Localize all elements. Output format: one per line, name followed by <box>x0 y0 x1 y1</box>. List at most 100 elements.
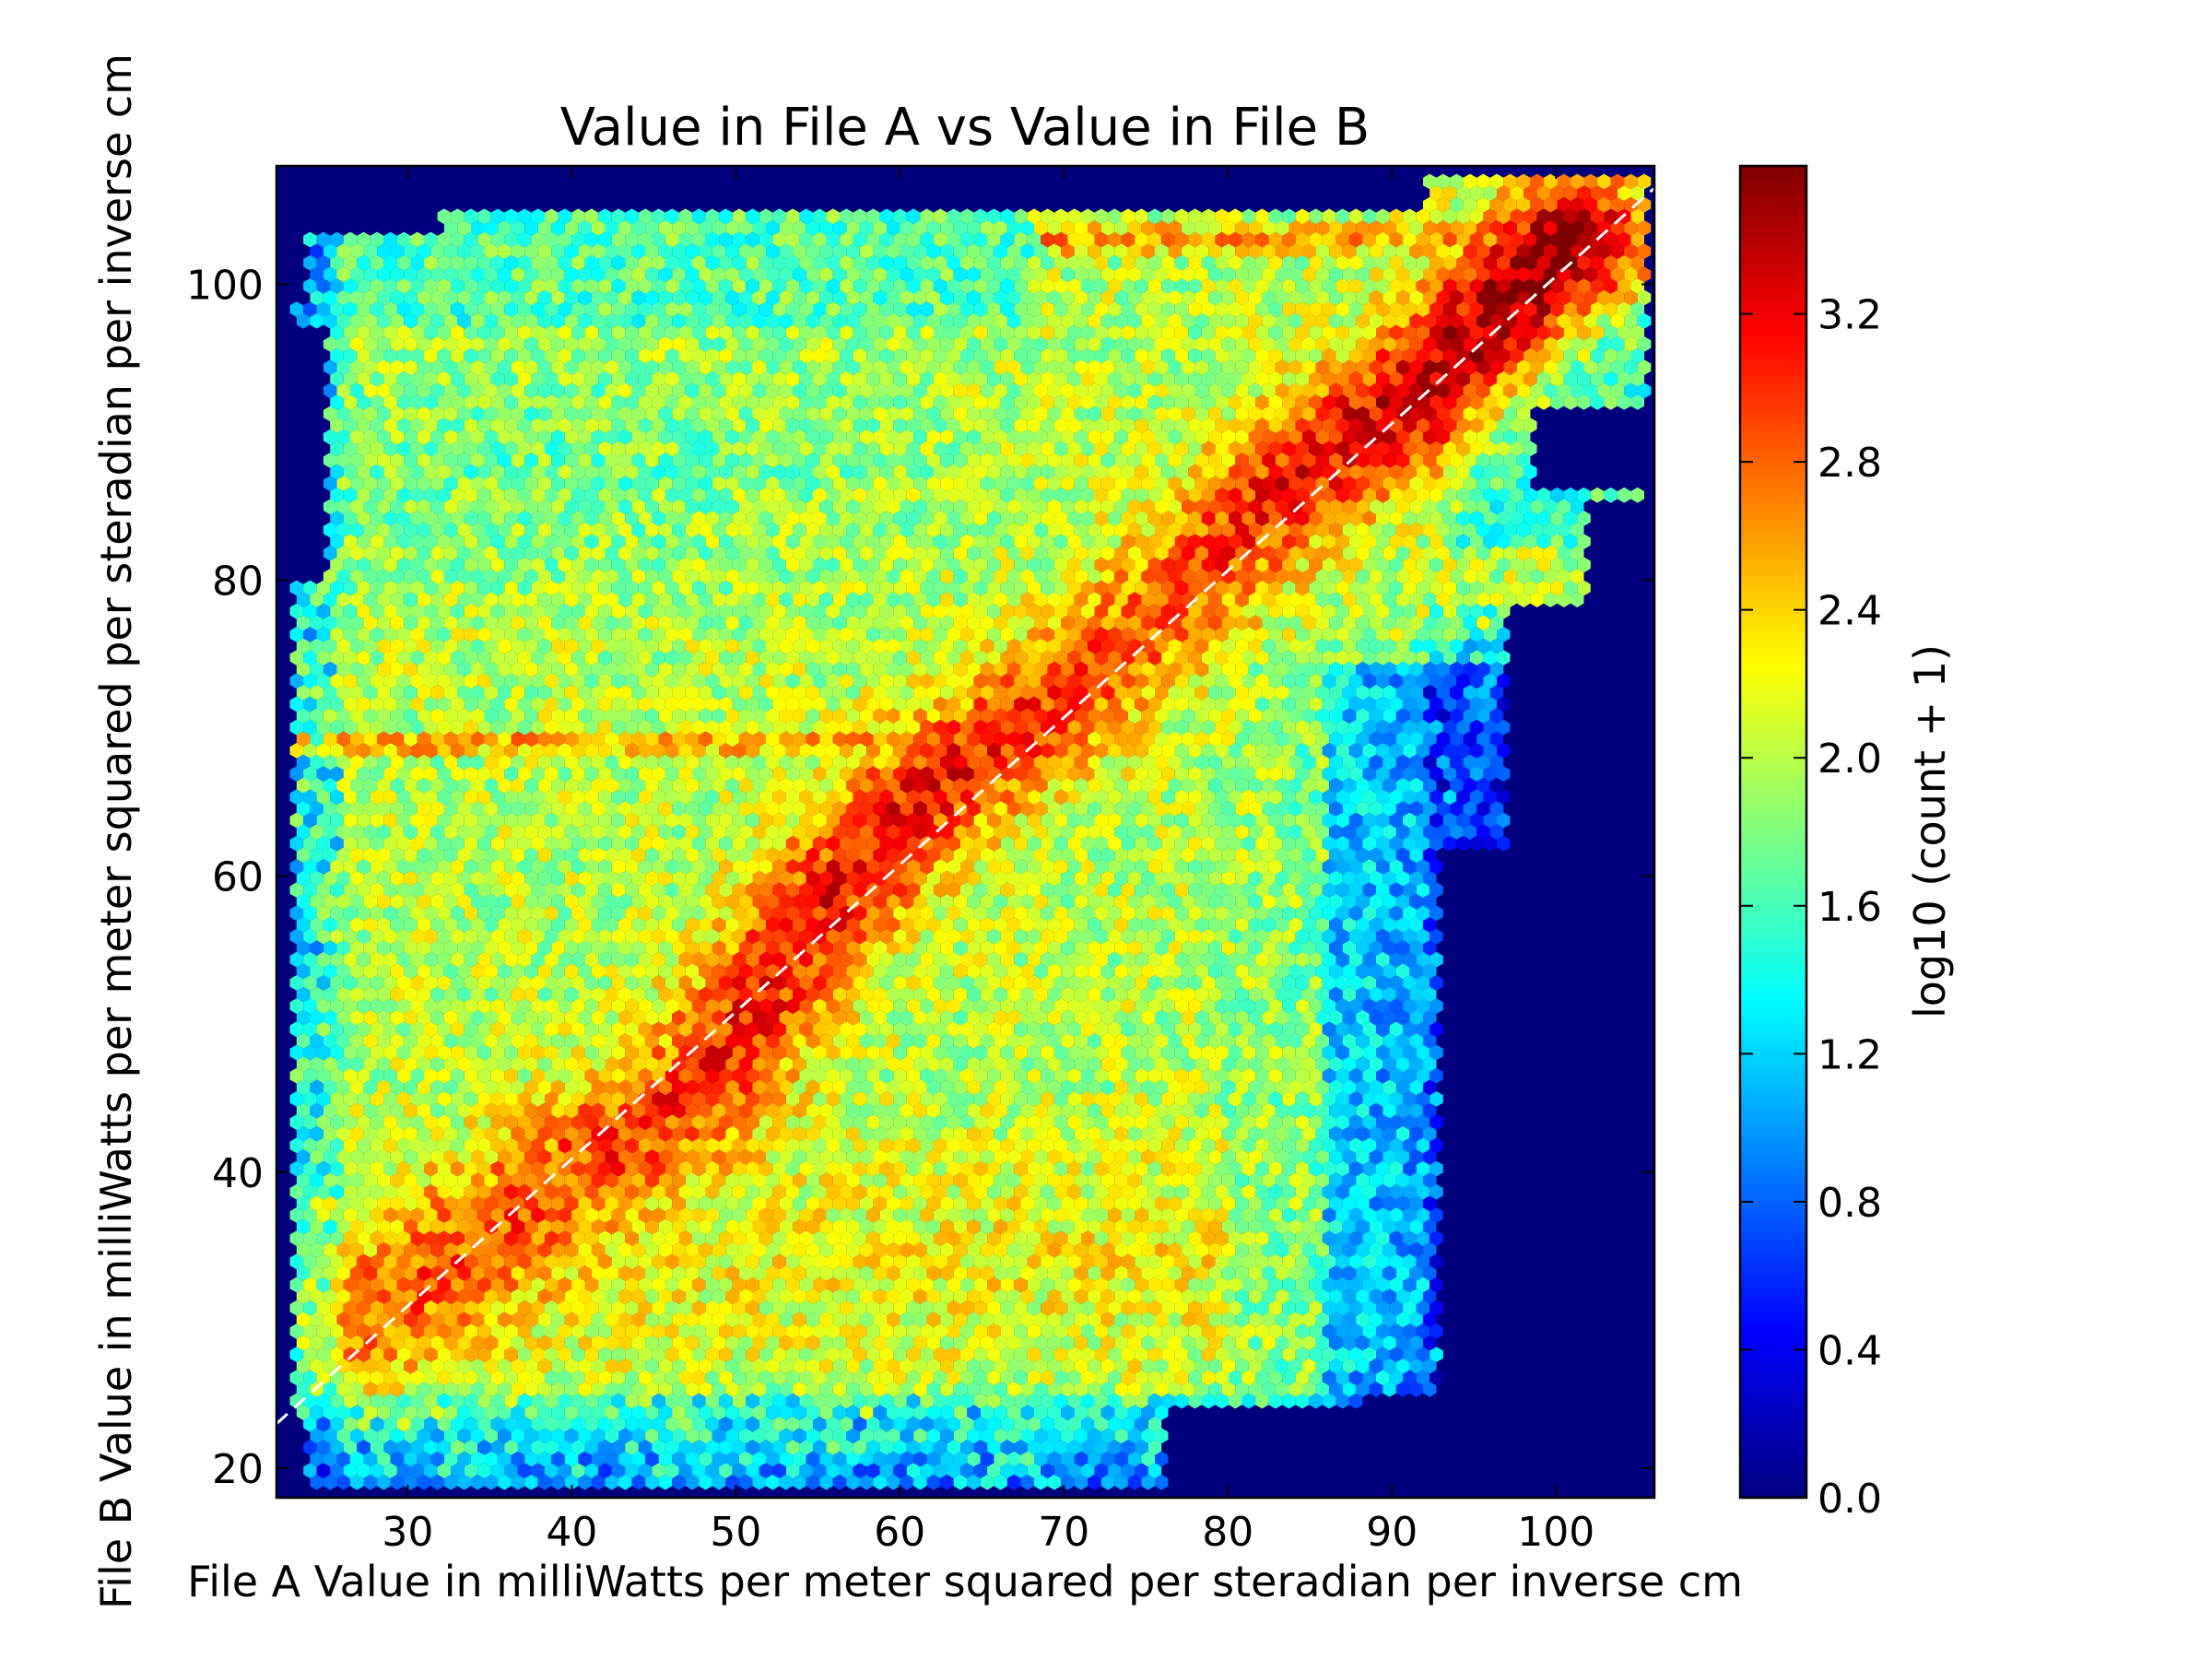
hex-cell <box>631 1288 646 1304</box>
hex-cell <box>511 1265 525 1281</box>
hex-cell <box>738 1474 753 1490</box>
hex-cell <box>873 1312 887 1328</box>
hex-cell <box>953 1241 968 1258</box>
hex-cell <box>404 1451 418 1467</box>
hex-cell <box>1188 1347 1202 1362</box>
hex-cell <box>1141 1405 1155 1420</box>
hex-cell <box>1348 1347 1363 1362</box>
hex-cell <box>1100 1358 1115 1374</box>
hex-cell <box>1081 1347 1095 1362</box>
hex-cell <box>1108 1230 1122 1246</box>
hex-cell <box>873 1241 887 1258</box>
hex-cell <box>819 1195 833 1212</box>
hex-cell <box>517 1253 532 1270</box>
hex-cell <box>504 1300 518 1316</box>
hex-cell <box>832 1312 847 1328</box>
hex-cell <box>638 1253 653 1270</box>
hex-cell <box>1376 1253 1390 1270</box>
hex-cell <box>719 1463 733 1478</box>
hex-cell <box>1302 1382 1316 1397</box>
hex-cell <box>819 1218 833 1235</box>
hex-cell <box>370 1393 384 1409</box>
hex-cell <box>759 1183 773 1200</box>
hex-cell <box>658 1451 673 1467</box>
hex-cell <box>799 1277 813 1293</box>
hex-cell <box>484 1382 499 1397</box>
hex-cell <box>551 1172 565 1188</box>
hex-cell <box>678 1347 692 1362</box>
hex-cell <box>772 1300 786 1316</box>
hex-cell <box>498 1428 512 1444</box>
hex-cell <box>404 1382 418 1397</box>
hex-cell <box>806 1288 820 1304</box>
hex-cell <box>1168 1172 1182 1188</box>
hex-cell <box>1027 1277 1041 1293</box>
hex-cell <box>859 1358 874 1374</box>
hex-cell <box>813 1253 827 1270</box>
hex-cell <box>732 1277 747 1293</box>
hex-cell <box>813 1393 827 1409</box>
hex-cell <box>511 1288 525 1304</box>
hex-cell <box>357 1347 371 1362</box>
hex-cell <box>1100 1288 1115 1304</box>
hex-cell <box>806 1172 820 1188</box>
hex-cell <box>1275 1265 1289 1281</box>
hex-cell <box>719 1183 733 1200</box>
hex-cell <box>1141 1241 1155 1258</box>
hex-cell <box>443 1335 458 1351</box>
hex-cell <box>967 1451 981 1467</box>
hex-cell <box>1020 1405 1034 1420</box>
hex-cell <box>973 1183 988 1200</box>
hex-cell <box>645 1451 659 1467</box>
hex-cell <box>887 1474 900 1490</box>
hex-cell <box>357 1370 371 1386</box>
hex-cell <box>1382 1265 1396 1281</box>
hex-cell <box>819 1451 833 1467</box>
hex-cell <box>873 1288 887 1304</box>
hex-cell <box>826 1183 841 1200</box>
hex-cell <box>1141 1335 1155 1351</box>
hex-cell <box>1041 1416 1054 1432</box>
hex-cell <box>947 1183 960 1200</box>
hex-cell <box>953 1172 968 1188</box>
hex-cell <box>404 1241 418 1258</box>
hex-cell <box>645 1474 659 1490</box>
hex-cell <box>1014 1183 1028 1200</box>
hex-cell <box>524 1312 538 1328</box>
hex-cell <box>846 1288 860 1304</box>
hex-cell <box>705 1463 720 1478</box>
hex-cell <box>1194 1358 1209 1374</box>
hex-cell <box>336 1428 350 1444</box>
hex-cell <box>424 1183 438 1200</box>
hex-cell <box>598 1416 612 1432</box>
hex-cell <box>785 1416 800 1432</box>
hex-cell <box>1094 1300 1109 1316</box>
hex-cell <box>1161 1347 1175 1362</box>
hex-cell <box>672 1172 686 1188</box>
hex-cell <box>1403 1207 1417 1223</box>
hex-cell <box>873 1335 887 1351</box>
hex-cell <box>819 1474 833 1490</box>
hex-cell <box>1067 1324 1081 1339</box>
hex-cell <box>316 1230 331 1246</box>
hex-cell <box>853 1440 867 1455</box>
hex-cell <box>1094 1416 1109 1432</box>
hex-cell <box>310 1428 324 1444</box>
hex-cell <box>1416 1183 1430 1200</box>
hex-cell <box>705 1324 720 1339</box>
hex-cell <box>531 1300 545 1316</box>
hex-cell <box>960 1230 974 1246</box>
hex-cell <box>1423 1335 1437 1351</box>
hex-cell <box>1088 1172 1101 1188</box>
hex-cell <box>1342 1335 1357 1351</box>
hex-cell <box>853 1207 867 1223</box>
hex-cell <box>457 1195 471 1212</box>
hex-cell <box>1409 1312 1423 1328</box>
hex-cell <box>1255 1230 1269 1246</box>
hex-cell <box>1348 1277 1363 1293</box>
hex-cell <box>973 1463 988 1478</box>
hex-cell <box>785 1393 800 1409</box>
hex-cell <box>1430 1207 1443 1223</box>
hex-cell <box>1329 1241 1343 1258</box>
hex-cell <box>605 1195 618 1212</box>
